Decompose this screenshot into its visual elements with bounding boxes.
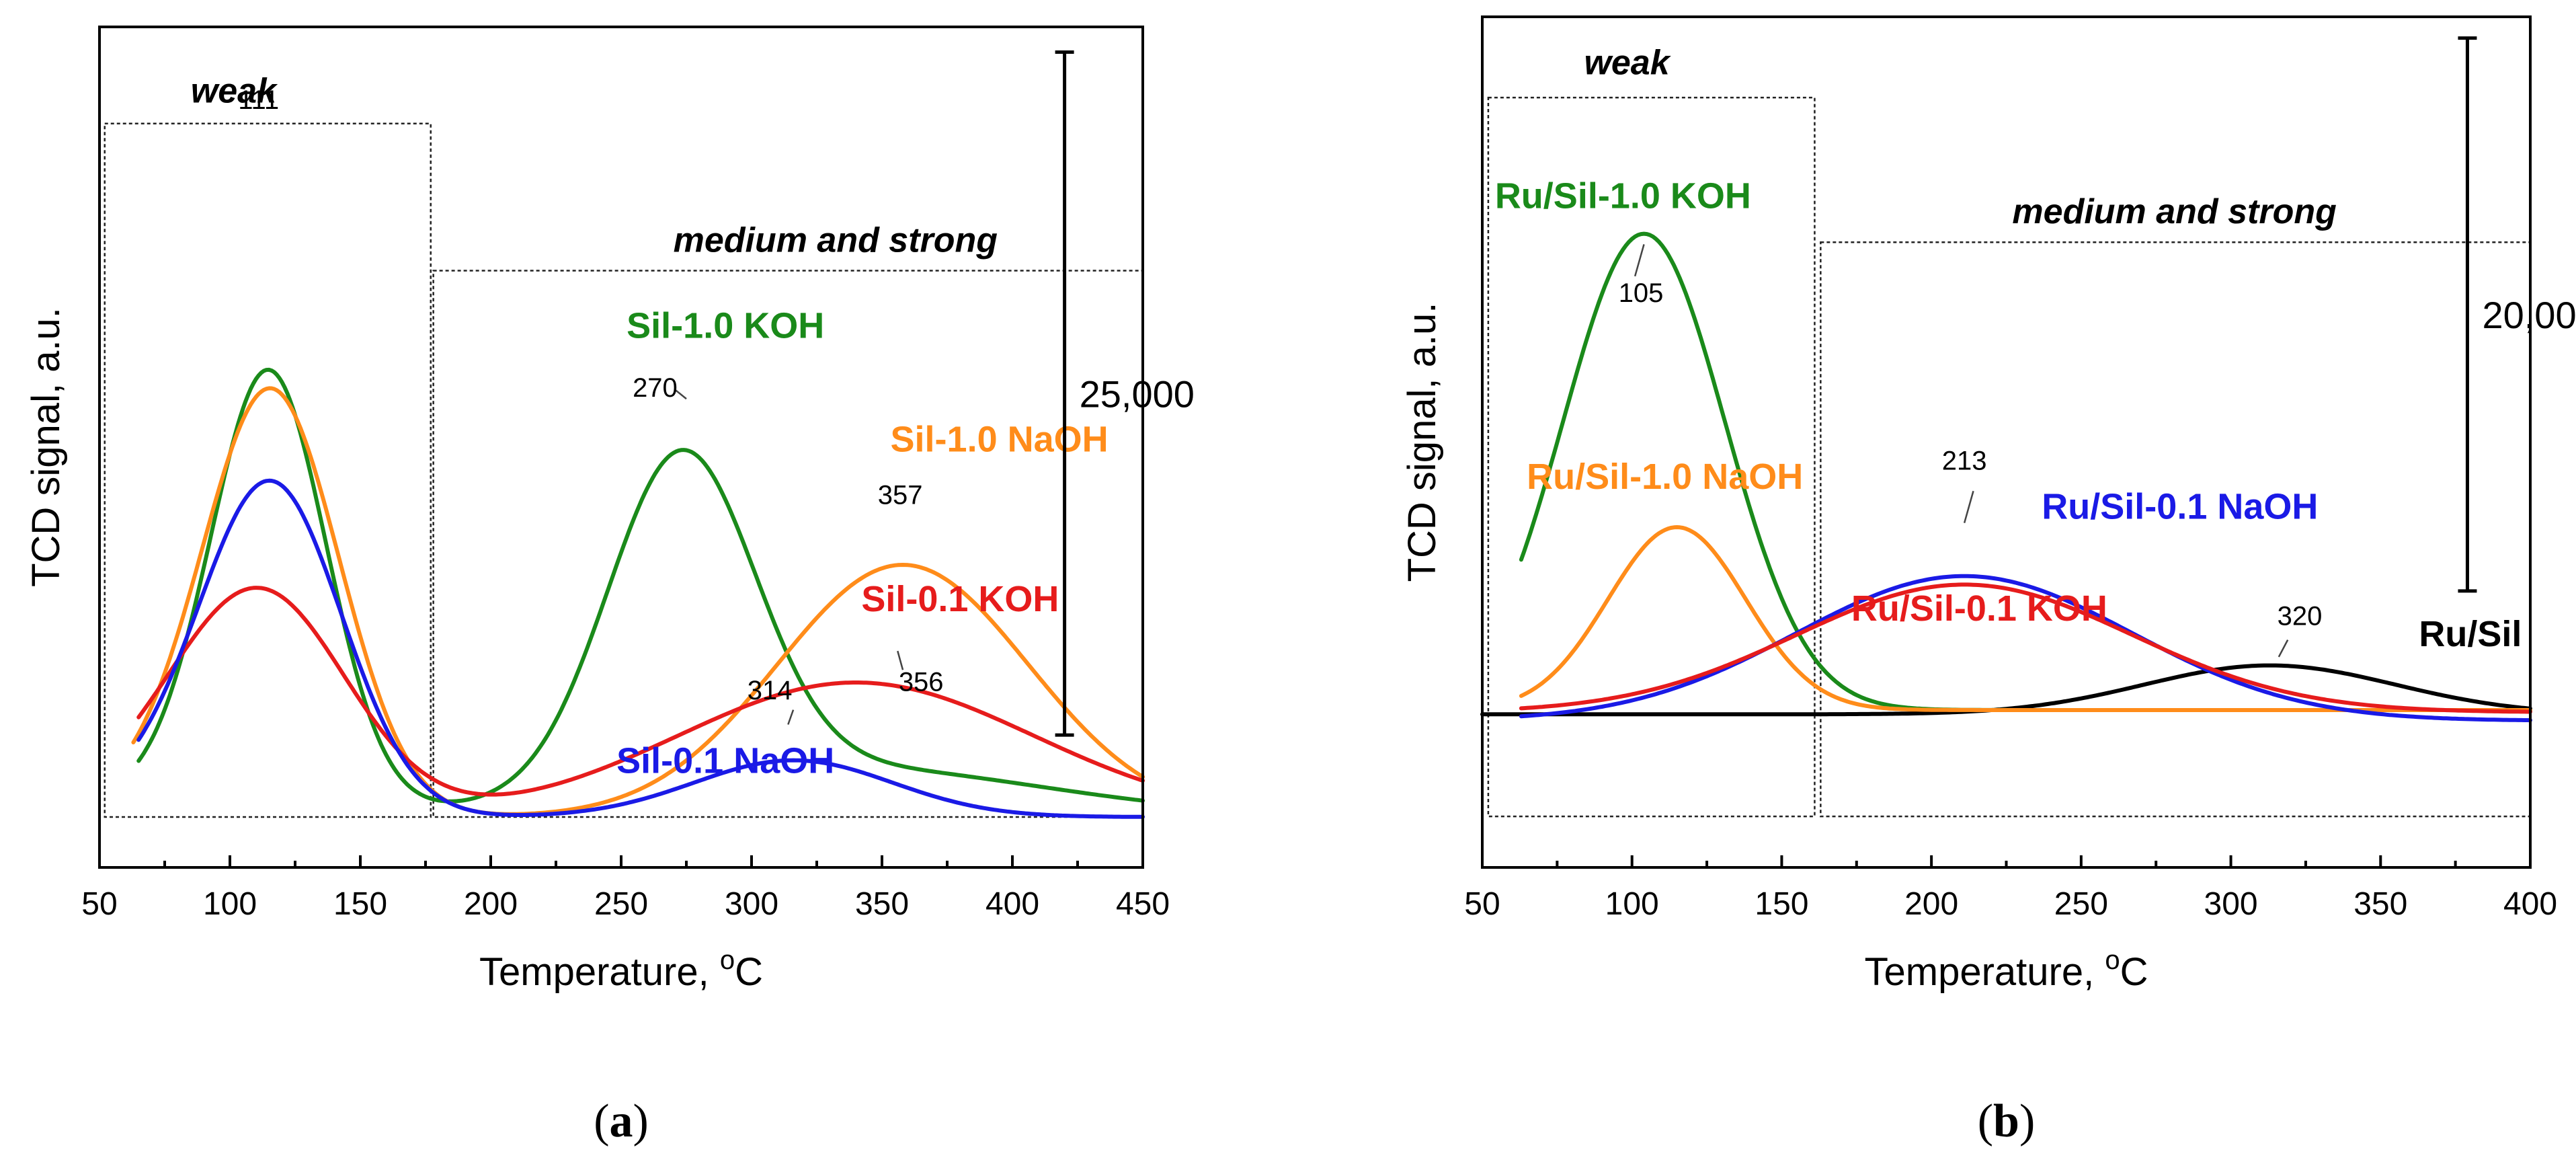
peak-label: 105 <box>1619 278 1664 308</box>
peak-leader-line <box>1963 490 1974 524</box>
panel-label-letter: b <box>1993 1095 2019 1147</box>
x-tick-label: 150 <box>333 886 387 922</box>
series-label: Sil-0.1 KOH <box>861 579 1059 619</box>
x-tick-label: 250 <box>594 886 648 922</box>
peak-label: 357 <box>878 480 923 510</box>
panel-label: (a) <box>594 1095 649 1147</box>
region-box <box>1820 241 2532 818</box>
panel-a: weak medium and strong Sil-1.0 KOH Sil-1.0 … <box>24 26 1195 1147</box>
x-tick-label: 150 <box>1755 886 1808 922</box>
x-tick-label: 50 <box>81 886 117 922</box>
series-label: Ru/Sil-1.0 KOH <box>1495 176 1751 217</box>
region-label: medium and strong <box>674 221 998 260</box>
series-label: Sil-1.0 NaOH <box>891 419 1109 459</box>
scale-bar-label: 20,000 <box>2482 294 2576 336</box>
series-label: Ru/Sil-0.1 NaOH <box>2042 486 2318 527</box>
series-label: Ru/Sil-0.1 KOH <box>1851 588 2107 629</box>
x-axis-title: Temperature, oC <box>479 945 763 994</box>
series-label: Ru/Sil <box>2419 614 2522 654</box>
series-line-sil-0-1-naoh <box>136 478 1145 819</box>
panel-label-open: ( <box>1978 1095 1993 1147</box>
x-tick-label: 450 <box>1116 886 1170 922</box>
panel-label-close: ) <box>633 1095 649 1147</box>
peak-label: 213 <box>1942 446 1987 476</box>
x-tick-label: 400 <box>2503 886 2557 922</box>
series-line-sil-1-0-koh <box>136 367 1145 804</box>
x-axis-title-superscript: o <box>720 945 735 975</box>
y-axis-title: TCD signal, a.u. <box>24 307 68 587</box>
x-tick-label: 50 <box>1464 886 1500 922</box>
panel-label: (b) <box>1978 1095 2036 1147</box>
series-line-ru-sil-0-1-naoh <box>1519 574 2532 723</box>
x-tick-label: 100 <box>1605 886 1659 922</box>
x-tick-label: 400 <box>985 886 1039 922</box>
peak-label: 314 <box>748 676 793 705</box>
x-tick-label: 200 <box>464 886 518 922</box>
region-label: weak <box>191 72 278 111</box>
plot-frame <box>1481 15 2532 869</box>
panel-label-close: ) <box>2019 1095 2035 1147</box>
scale-bar-label: 25,000 <box>1080 373 1195 415</box>
series-label: Ru/Sil-1.0 NaOH <box>1527 457 1803 497</box>
peak-label: 356 <box>899 668 944 697</box>
series-label: Sil-0.1 NaOH <box>616 740 834 781</box>
panel-b: weak medium and strong Ru/Sil Ru/Sil-1.0 KO… <box>1400 15 2576 1147</box>
x-tick-label: 300 <box>725 886 778 922</box>
region-box <box>1487 96 1816 818</box>
x-axis-title-text: Temperature, <box>479 950 720 994</box>
panel-label-open: ( <box>594 1095 609 1147</box>
x-axis-title: Temperature, oC <box>1865 945 2148 994</box>
series-line-sil-1-0-naoh <box>131 386 1145 816</box>
x-axis-title-unit: C <box>2120 950 2148 994</box>
panel-label-letter: a <box>610 1095 633 1147</box>
series-label: Sil-1.0 KOH <box>627 306 824 346</box>
region-label: weak <box>1584 43 1671 82</box>
x-axis-title-unit: C <box>735 950 763 994</box>
x-tick-label: 350 <box>2353 886 2407 922</box>
peak-leader-line <box>1634 244 1645 277</box>
peak-label: 270 <box>633 373 678 403</box>
series-line-sil-0-1-koh <box>136 586 1145 797</box>
x-tick-label: 350 <box>855 886 909 922</box>
peak-leader-line <box>675 389 687 400</box>
peak-leader-line <box>2278 639 2289 658</box>
x-axis-title-superscript: o <box>2105 945 2120 975</box>
region-box <box>104 122 432 818</box>
series-line-ru-sil-0-1-koh <box>1519 582 2532 714</box>
y-axis-title: TCD signal, a.u. <box>1400 303 1444 582</box>
x-axis-title-text: Temperature, <box>1865 950 2105 994</box>
peak-label: 111 <box>238 85 279 115</box>
x-tick-label: 100 <box>203 886 257 922</box>
x-tick-label: 300 <box>2204 886 2258 922</box>
peak-label: 320 <box>2278 601 2323 631</box>
region-label: medium and strong <box>2012 192 2336 231</box>
x-tick-label: 250 <box>2054 886 2108 922</box>
x-tick-label: 200 <box>1904 886 1958 922</box>
peak-leader-line <box>897 650 904 670</box>
peak-leader-line <box>787 709 795 725</box>
